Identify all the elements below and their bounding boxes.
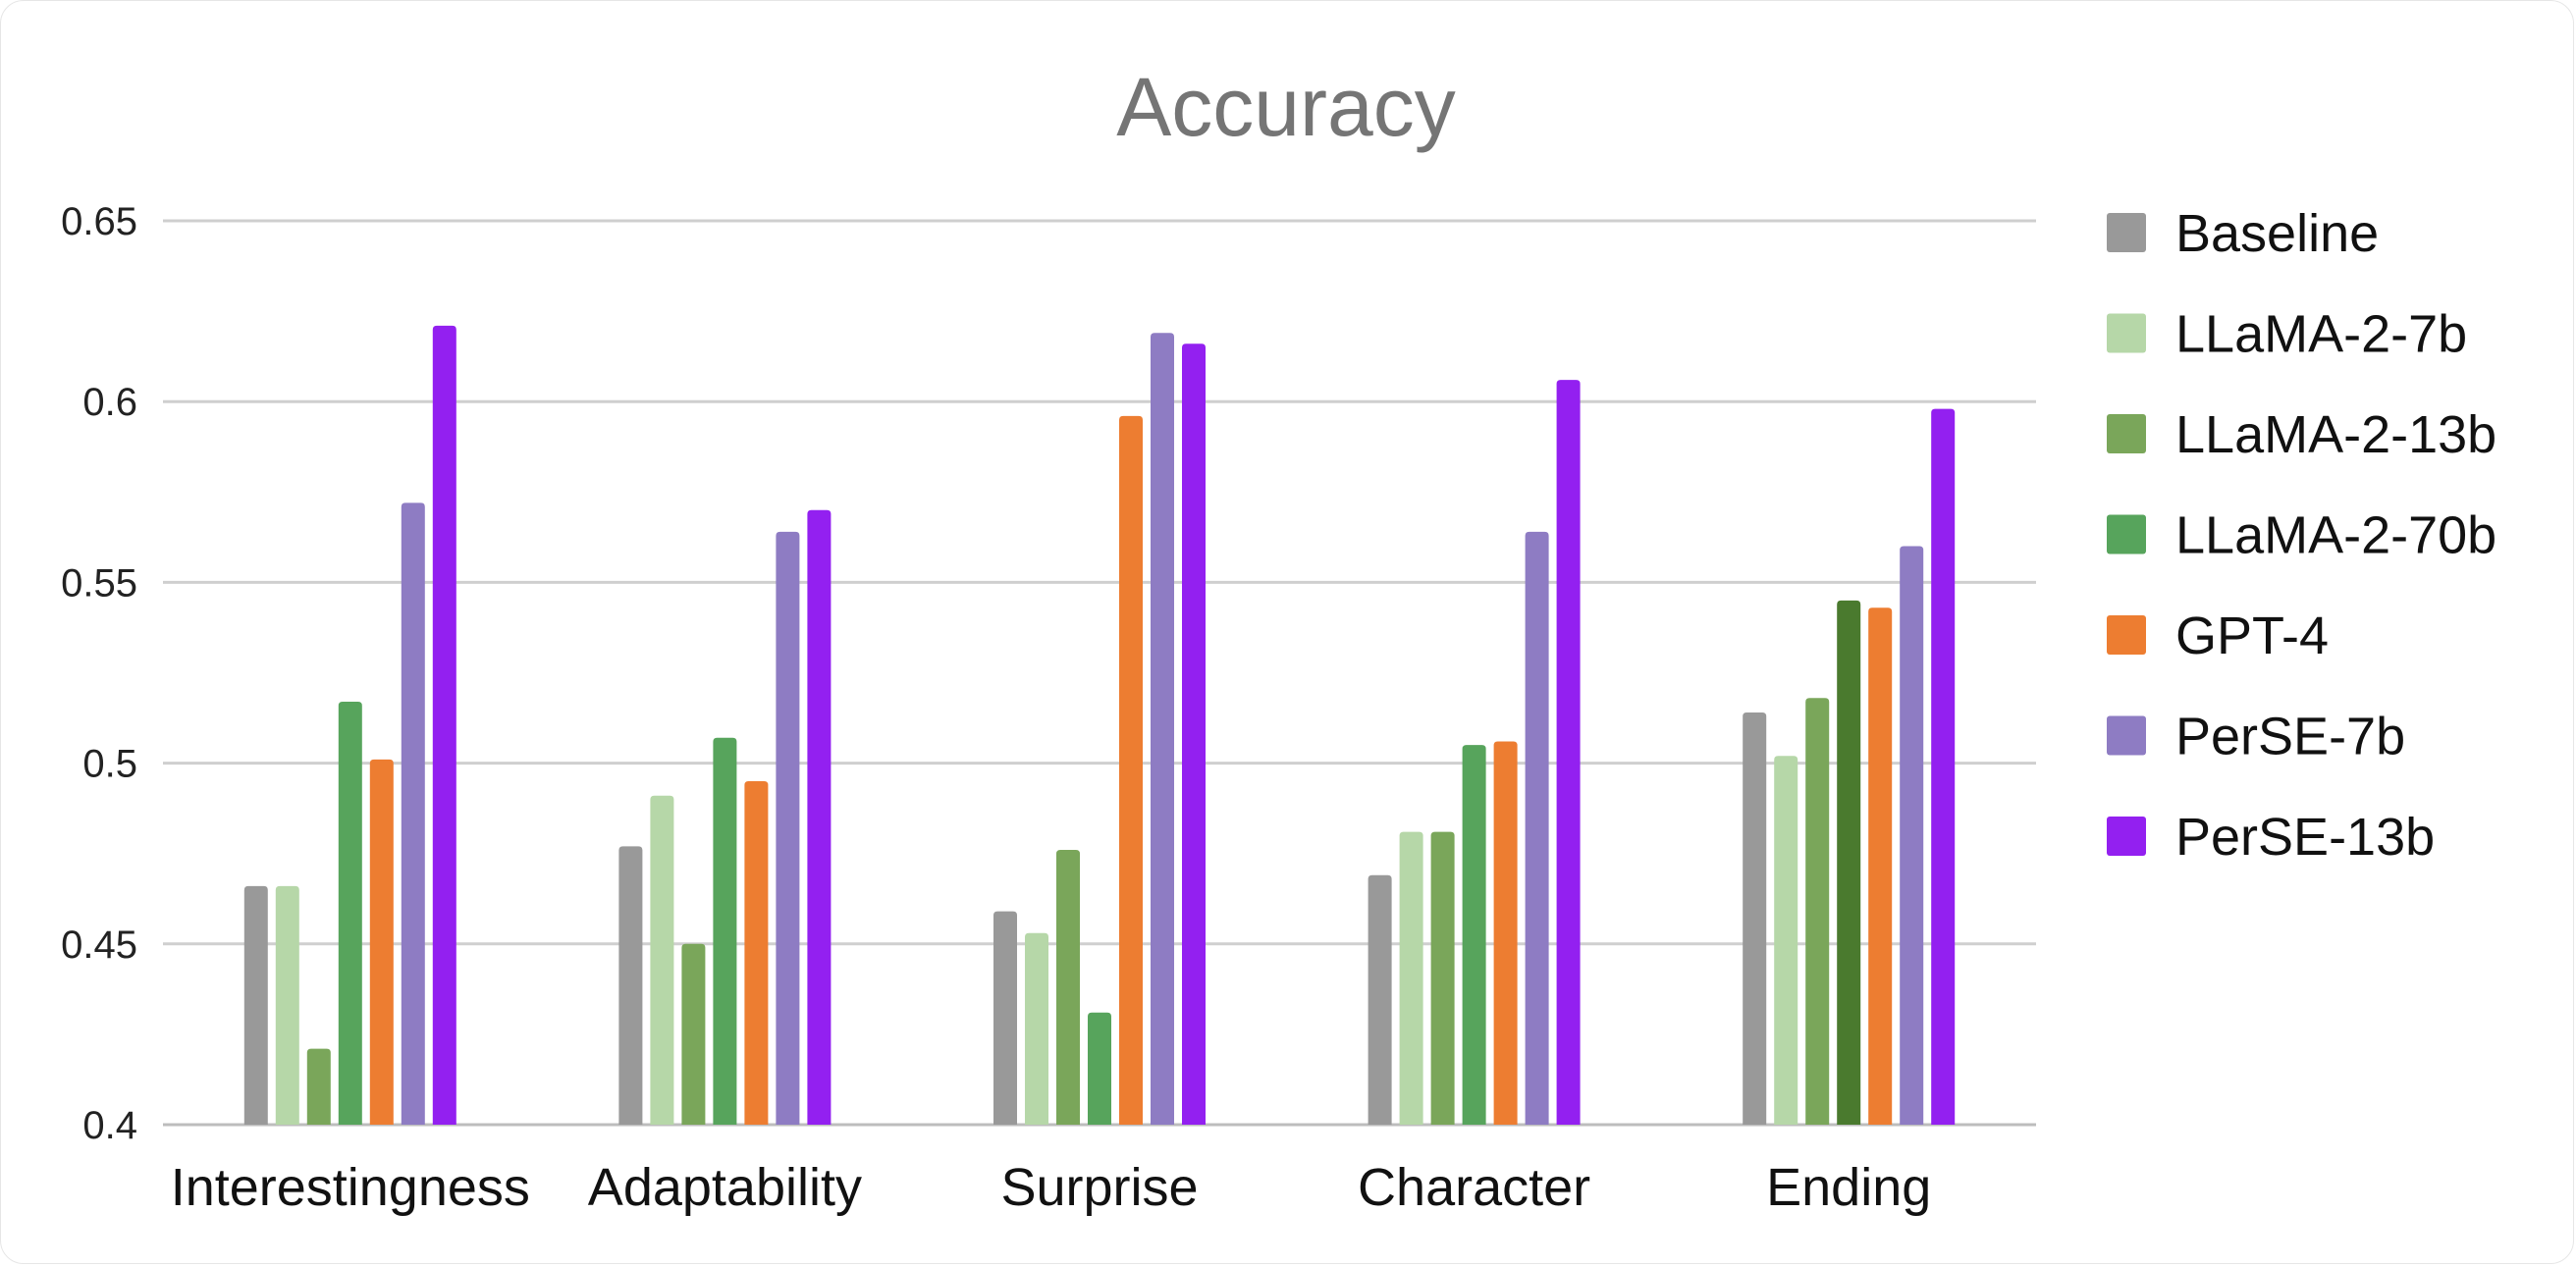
legend: Baseline LLaMA-2-7b LLaMA-2-13b LLaMA-2-70b…: [2107, 204, 2496, 867]
bar-llama-2-70b-interestingness: [338, 701, 362, 1125]
x-tick-label: Character: [1358, 1158, 1590, 1217]
bar-perse-7b-surprise: [1151, 333, 1174, 1126]
bar-gpt-4-character: [1493, 741, 1518, 1125]
legend-item: PerSE-13b: [2107, 808, 2435, 867]
bar-baseline-adaptability: [618, 846, 643, 1125]
legend-label: LLaMA-2-70b: [2175, 506, 2496, 565]
legend-item: Baseline: [2107, 204, 2379, 263]
legend-item: LLaMA-2-70b: [2107, 506, 2496, 565]
legend-item: PerSE-7b: [2107, 708, 2405, 766]
legend-swatch: [2107, 514, 2146, 554]
bar-llama-2-7b-adaptability: [650, 795, 674, 1125]
bar-llama-2-70b-ending: [1837, 600, 1861, 1125]
bar-perse-13b-ending: [1931, 408, 1956, 1125]
bar-llama-2-13b-adaptability: [681, 943, 706, 1125]
legend-label: PerSE-7b: [2175, 708, 2405, 766]
bar-llama-2-13b-ending: [1805, 698, 1830, 1125]
bars: [243, 325, 1956, 1126]
gridlines: [163, 219, 2036, 1127]
legend-item: LLaMA-2-7b: [2107, 305, 2467, 364]
bar-perse-7b-character: [1525, 531, 1549, 1125]
bar-gpt-4-interestingness: [369, 759, 394, 1125]
bar-llama-2-7b-interestingness: [275, 885, 299, 1125]
bar-baseline-surprise: [993, 911, 1017, 1125]
y-axis: 0.4 0.45 0.5 0.55 0.6 0.65: [61, 200, 137, 1147]
x-tick-label: Interestingness: [171, 1158, 530, 1217]
x-tick-label: Surprise: [1000, 1158, 1198, 1217]
y-tick-label: 0.6: [82, 381, 137, 424]
bar-llama-2-13b-interestingness: [306, 1048, 331, 1125]
legend-swatch: [2107, 414, 2146, 453]
bar-baseline-interestingness: [243, 885, 268, 1125]
x-tick-label: Adaptability: [588, 1158, 862, 1217]
y-tick-label: 0.5: [82, 743, 137, 786]
bar-perse-7b-ending: [1900, 546, 1924, 1125]
bar-llama-2-70b-adaptability: [713, 737, 737, 1125]
legend-label: Baseline: [2175, 204, 2379, 263]
bar-perse-13b-character: [1556, 380, 1581, 1125]
y-tick-label: 0.55: [61, 561, 137, 605]
y-tick-label: 0.4: [82, 1104, 137, 1147]
bar-gpt-4-surprise: [1119, 415, 1143, 1125]
y-tick-label: 0.65: [61, 200, 137, 243]
legend-swatch: [2107, 313, 2146, 353]
legend-label: GPT-4: [2175, 607, 2329, 665]
chart-title: Accuracy: [1116, 61, 1455, 153]
legend-item: GPT-4: [2107, 607, 2329, 665]
legend-swatch: [2107, 615, 2146, 655]
legend-label: LLaMA-2-7b: [2175, 305, 2467, 364]
bar-gpt-4-ending: [1868, 607, 1893, 1125]
bar-baseline-ending: [1743, 712, 1767, 1125]
bar-llama-2-70b-character: [1462, 745, 1486, 1125]
bar-perse-7b-adaptability: [776, 531, 800, 1125]
bar-llama-2-7b-character: [1399, 831, 1423, 1125]
legend-item: LLaMA-2-13b: [2107, 405, 2496, 464]
x-axis: Interestingness Adaptability Surprise Chara…: [171, 1158, 1932, 1217]
bar-llama-2-7b-ending: [1774, 756, 1798, 1125]
bar-llama-2-13b-surprise: [1056, 850, 1080, 1125]
bar-baseline-character: [1368, 874, 1392, 1125]
legend-swatch: [2107, 817, 2146, 856]
legend-label: PerSE-13b: [2175, 808, 2435, 867]
bar-perse-13b-interestingness: [432, 325, 456, 1125]
legend-label: LLaMA-2-13b: [2175, 405, 2496, 464]
bar-llama-2-70b-surprise: [1088, 1012, 1111, 1125]
bar-llama-2-13b-character: [1430, 831, 1455, 1125]
legend-swatch: [2107, 715, 2146, 756]
x-tick-label: Ending: [1766, 1158, 1931, 1217]
legend-swatch: [2107, 213, 2146, 252]
bar-perse-7b-interestingness: [401, 502, 425, 1125]
bar-llama-2-7b-surprise: [1025, 932, 1048, 1125]
bar-perse-13b-surprise: [1182, 343, 1206, 1126]
bar-gpt-4-adaptability: [744, 781, 769, 1125]
bar-perse-13b-adaptability: [807, 509, 832, 1125]
y-tick-label: 0.45: [61, 923, 137, 967]
